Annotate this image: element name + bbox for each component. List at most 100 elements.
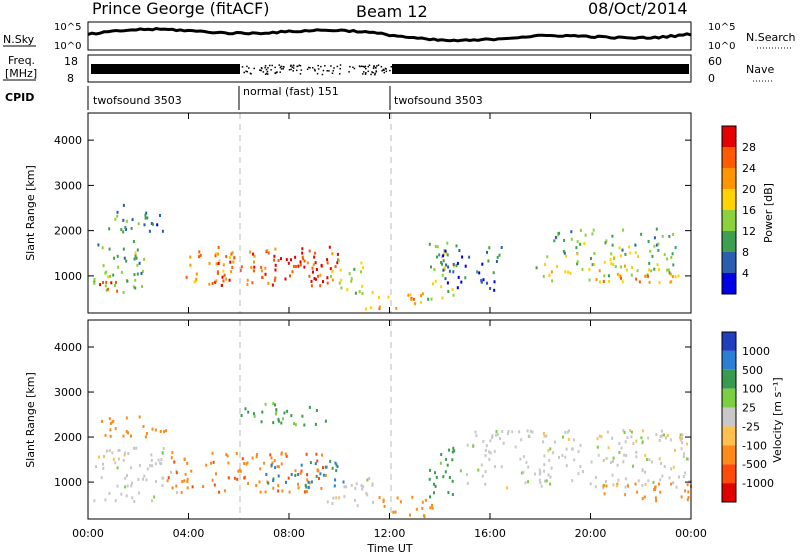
freq-dot: [312, 66, 314, 69]
heatmap-cell: [558, 231, 561, 235]
heatmap-cell: [162, 447, 165, 451]
heatmap-cell: [612, 456, 615, 460]
heatmap-cell: [141, 284, 143, 288]
heatmap-cell: [116, 484, 119, 488]
heatmap-cell: [448, 448, 451, 452]
heatmap-cell: [461, 255, 464, 259]
heatmap-cell: [460, 280, 463, 284]
heatmap-cell: [251, 456, 254, 460]
heatmap-cell: [477, 468, 480, 472]
heatmap-cell: [150, 459, 153, 462]
heatmap-cell: [445, 457, 448, 461]
freq-dot: [291, 66, 294, 68]
heatmap-cell: [306, 261, 309, 265]
heatmap-cell: [360, 261, 363, 265]
heatmap-cell: [659, 435, 662, 438]
heatmap-cell: [247, 482, 250, 485]
heatmap-cell: [340, 286, 343, 290]
heatmap-cell: [157, 458, 160, 462]
heatmap-cell: [668, 235, 671, 238]
heatmap-cell: [198, 255, 200, 259]
nsky-tick-top: 10^5: [54, 22, 81, 33]
heatmap-cell: [275, 410, 278, 414]
heatmap-cell: [648, 268, 651, 272]
heatmap-cell: [657, 248, 660, 252]
heatmap-cell: [620, 446, 623, 450]
heatmap-cell: [313, 255, 316, 259]
heatmap-cell: [102, 281, 104, 284]
heatmap-cell: [132, 285, 135, 289]
heatmap-cell: [301, 414, 304, 418]
heatmap-cell: [287, 261, 290, 265]
heatmap-cell: [331, 466, 334, 470]
heatmap-cell: [241, 457, 244, 461]
heatmap-cell: [199, 253, 202, 257]
heatmap-cell: [354, 498, 356, 502]
freq-dot: [279, 71, 281, 73]
heatmap-cell: [439, 461, 442, 465]
heatmap-cell: [152, 222, 154, 226]
freq-dot: [333, 67, 335, 69]
heatmap-cell: [108, 417, 111, 421]
freq-dot: [361, 65, 363, 67]
heatmap-cell: [134, 251, 137, 255]
heatmap-cell: [171, 451, 174, 455]
heatmap-cell: [124, 226, 127, 229]
heatmap-cell: [434, 471, 436, 475]
heatmap-cell: [223, 273, 226, 277]
heatmap-cell: [122, 230, 125, 234]
heatmap-cell: [665, 436, 667, 440]
heatmap-cell: [143, 223, 146, 227]
freq-dot: [338, 73, 341, 75]
heatmap-cell: [120, 270, 123, 274]
heatmap-cell: [326, 281, 329, 285]
heatmap-cell: [290, 473, 293, 476]
heatmap-cell: [342, 480, 345, 484]
heatmap-cell: [506, 486, 508, 490]
heatmap-cell: [421, 292, 424, 296]
heatmap-cell: [440, 285, 443, 289]
heatmap-cell: [297, 486, 300, 490]
heatmap-cell: [590, 460, 593, 464]
freq-dot: [308, 66, 310, 69]
heatmap-cell: [431, 503, 433, 507]
heatmap-cell: [493, 280, 496, 284]
heatmap-cell: [682, 475, 685, 478]
freq-dot: [372, 71, 374, 74]
heatmap-cell: [99, 283, 102, 287]
heatmap-cell: [330, 275, 332, 278]
heatmap-cell: [117, 449, 120, 452]
heatmap-cell: [543, 434, 546, 438]
freq-dot: [372, 67, 375, 70]
heatmap-cell: [544, 262, 546, 266]
heatmap-cell: [595, 278, 598, 282]
heatmap-cell: [294, 255, 297, 259]
heatmap-cell: [217, 252, 220, 256]
heatmap-cell: [590, 257, 592, 260]
heatmap-cell: [430, 265, 432, 269]
heatmap-cell: [125, 219, 128, 223]
heatmap-cell: [326, 258, 329, 262]
heatmap-cell: [114, 461, 117, 465]
heatmap-cell: [604, 241, 607, 245]
heatmap-cell: [492, 271, 495, 275]
heatmap-cell: [222, 263, 225, 267]
heatmap-cell: [421, 507, 424, 510]
heatmap-cell: [274, 268, 277, 272]
heatmap-cell: [493, 449, 496, 453]
heatmap-cell: [126, 279, 129, 283]
freq-dot: [367, 65, 370, 68]
freq-dot: [280, 65, 283, 68]
heatmap-cell: [230, 270, 233, 274]
heatmap-cell: [653, 244, 656, 248]
heatmap-cell: [256, 453, 258, 456]
cpid-segment-1: normal (fast) 151: [243, 85, 339, 98]
heatmap-cell: [656, 263, 659, 267]
freq-dot: [243, 71, 245, 74]
heatmap-cell: [635, 439, 638, 443]
freq-dot: [259, 69, 261, 71]
heatmap-cell: [315, 452, 318, 456]
heatmap-cell: [292, 264, 295, 268]
heatmap-cell: [618, 246, 621, 250]
heatmap-cell: [111, 451, 114, 455]
